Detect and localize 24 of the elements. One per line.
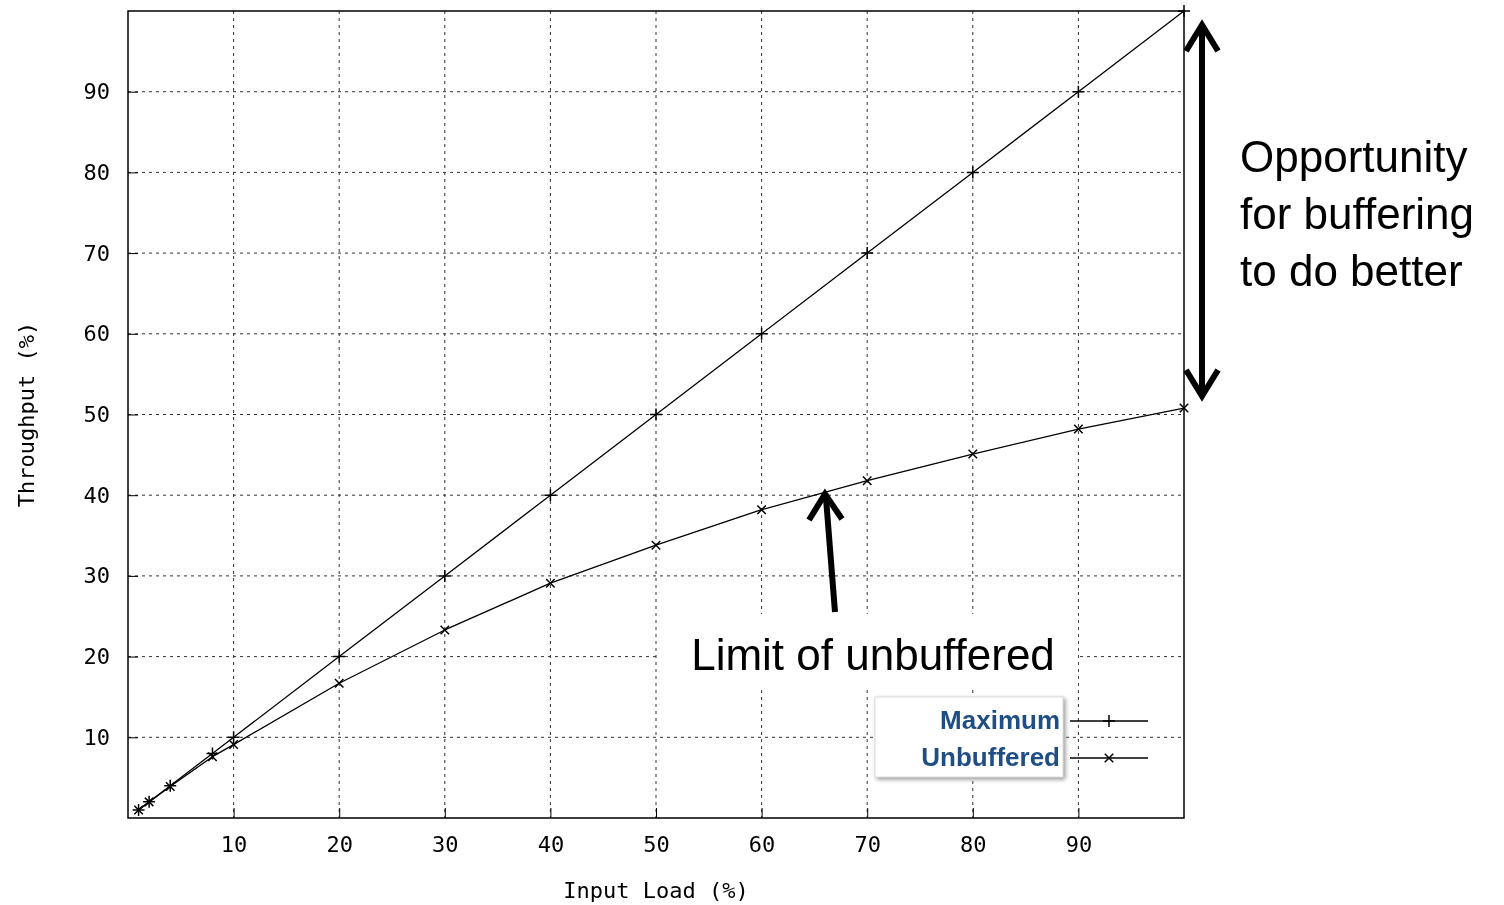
- legend-label: Maximum: [940, 705, 1060, 735]
- text: Opportunity for buffering to do better: [1240, 132, 1475, 295]
- x-axis-title: Input Load (%): [563, 878, 749, 903]
- annotation: Limit of unbuffered: [691, 630, 1055, 679]
- y-tick-label: 30: [83, 563, 110, 589]
- y-tick-label: 50: [83, 402, 110, 428]
- x-tick-label: 70: [854, 831, 881, 857]
- x-tick-label: 20: [326, 831, 353, 857]
- y-axis-title: Throughput (%): [14, 321, 39, 508]
- x-tick-label: 60: [748, 831, 776, 857]
- x-tick-label: 50: [643, 831, 670, 857]
- legend-label: Unbuffered: [921, 742, 1060, 772]
- x-tick-label: 80: [960, 831, 987, 857]
- x-tick-label: 90: [1065, 831, 1093, 857]
- x-tick-label: 30: [432, 831, 459, 857]
- y-tick-label: 40: [83, 482, 110, 508]
- x-tick-label: 10: [220, 831, 248, 857]
- y-tick-label: 90: [83, 79, 110, 105]
- y-tick-label: 60: [83, 321, 110, 347]
- x-tick-label: 40: [537, 831, 565, 857]
- y-tick-label: 10: [83, 724, 110, 750]
- y-tick-label: 80: [83, 159, 110, 185]
- y-tick-label: 20: [83, 644, 110, 670]
- y-tick-label: 70: [83, 240, 110, 266]
